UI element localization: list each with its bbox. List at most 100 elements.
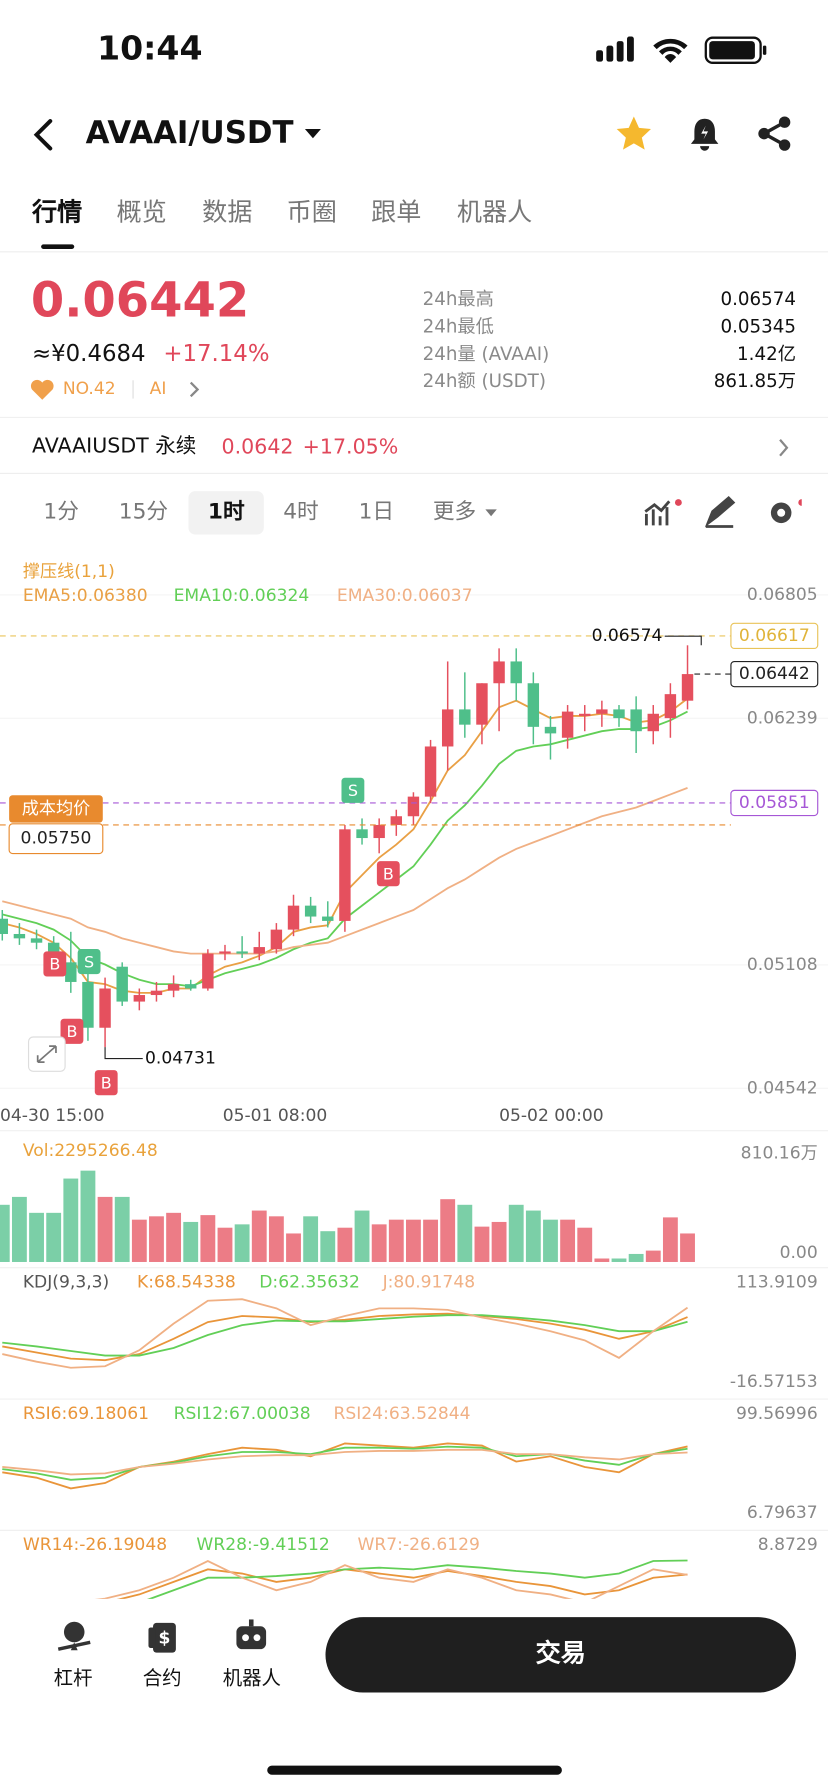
candle-body xyxy=(596,709,608,714)
tab[interactable]: 机器人 xyxy=(456,198,533,228)
interval[interactable]: 1分 xyxy=(43,499,79,525)
favorite-star[interactable] xyxy=(614,114,653,153)
candle-body xyxy=(459,709,471,725)
tab[interactable]: 币圈 xyxy=(286,198,337,228)
interval[interactable]: 1时 xyxy=(207,499,245,525)
back-button[interactable] xyxy=(30,116,57,153)
signal-label: S xyxy=(84,952,94,971)
tab[interactable]: 跟单 xyxy=(371,198,422,228)
interval[interactable]: 更多 xyxy=(432,499,477,525)
trade-button[interactable]: 交易 xyxy=(325,1617,797,1693)
signal-label: B xyxy=(49,955,60,974)
volume-bar xyxy=(577,1227,593,1262)
level-label: 0.06617 xyxy=(739,626,810,646)
cny-price: ≈¥0.4684 xyxy=(31,339,146,367)
interval[interactable]: 4时 xyxy=(283,499,319,525)
status-time: 10:44 xyxy=(97,28,203,68)
expand-icon xyxy=(36,1045,57,1063)
candle-body xyxy=(304,905,317,917)
stat-label: 24h量 (AVAAI) xyxy=(422,342,550,365)
candle-body xyxy=(373,824,385,839)
pair-dropdown[interactable] xyxy=(304,127,322,141)
candle-body xyxy=(133,995,146,1002)
volume-bar xyxy=(80,1170,96,1262)
stat-value: 0.06574 xyxy=(720,287,797,310)
robot-icon[interactable] xyxy=(233,1617,270,1654)
max-label: 0.06574 xyxy=(592,626,663,646)
level-box xyxy=(730,789,819,817)
indicator-line xyxy=(2,1298,689,1369)
candle-body xyxy=(339,829,351,921)
nav-label[interactable]: 杠杆 xyxy=(53,1667,93,1691)
volume-bar xyxy=(63,1178,79,1262)
volume-bar xyxy=(166,1212,182,1262)
alert-bell[interactable] xyxy=(688,115,722,152)
candle-body xyxy=(510,661,522,684)
min-label: 0.04731 xyxy=(145,1049,216,1069)
volume-bar xyxy=(645,1250,661,1262)
candle-body xyxy=(167,984,180,991)
candle-body xyxy=(150,990,163,996)
candle-body xyxy=(493,661,505,684)
volume-bar xyxy=(611,1258,627,1262)
candle-body xyxy=(544,726,557,734)
chart-tools[interactable] xyxy=(642,495,802,530)
candle-body xyxy=(270,929,283,950)
max-pointer xyxy=(664,635,702,646)
interval[interactable]: 1日 xyxy=(358,499,395,525)
volume-bar xyxy=(268,1216,284,1262)
level-label: 0.06442 xyxy=(739,664,810,684)
stat-value: 0.05345 xyxy=(720,315,797,337)
volume-bar xyxy=(183,1221,199,1262)
candle-body xyxy=(664,694,677,719)
level-box xyxy=(730,660,819,688)
share-button[interactable] xyxy=(756,115,793,152)
pair-title[interactable]: AVAAI/USDT xyxy=(85,115,294,151)
svg-text:$: $ xyxy=(158,1628,170,1648)
contract-icon[interactable]: $ xyxy=(146,1619,180,1653)
candle-body xyxy=(613,709,625,719)
nav-label[interactable]: 合约 xyxy=(142,1667,182,1691)
tab[interactable]: 概览 xyxy=(116,198,167,228)
level-box xyxy=(8,823,104,855)
cost-tag-bg xyxy=(9,795,103,823)
x-tick-label: 05-01 08:00 xyxy=(223,1106,328,1126)
perp-name[interactable]: AVAAIUSDT 永续 xyxy=(31,433,197,458)
y-tick-label: -16.57153 xyxy=(730,1372,818,1392)
divider xyxy=(0,251,828,253)
candle-body xyxy=(185,984,197,989)
candle-body xyxy=(99,988,111,1028)
volume-bar xyxy=(491,1221,507,1262)
volume-bar xyxy=(0,1204,10,1262)
perp-change: +17.05% xyxy=(302,435,399,460)
nav-label[interactable]: 机器人 xyxy=(222,1667,281,1691)
tab[interactable]: 数据 xyxy=(202,198,253,228)
divider xyxy=(0,416,828,418)
candle-body xyxy=(441,709,454,747)
candle-body xyxy=(82,981,94,1028)
candle-body xyxy=(561,711,574,738)
candle-body xyxy=(202,953,214,989)
legend-item: WR14:-26.19048 xyxy=(23,1535,167,1555)
volume-bar xyxy=(29,1212,44,1262)
indicator-line xyxy=(2,1448,688,1476)
volume-bar xyxy=(406,1219,421,1262)
x-tick-label: 04-30 15:00 xyxy=(0,1106,105,1126)
signal-badge xyxy=(94,1070,118,1096)
y-tick-label: 113.9109 xyxy=(736,1273,818,1293)
volume-bar xyxy=(46,1212,62,1262)
interval[interactable]: 15分 xyxy=(118,499,169,525)
perp-arrow[interactable] xyxy=(777,437,791,458)
rank-icon xyxy=(30,379,54,400)
more-arrow[interactable] xyxy=(187,380,201,398)
leverage-icon[interactable] xyxy=(55,1619,94,1653)
y-tick-label: 8.8729 xyxy=(758,1535,818,1555)
candle-body xyxy=(407,796,420,817)
candle-body xyxy=(30,938,43,943)
status-icons xyxy=(596,36,767,64)
volume-bar xyxy=(217,1227,233,1262)
volume-bar xyxy=(234,1224,250,1262)
category-tag: AI xyxy=(149,378,167,399)
tab[interactable]: 行情 xyxy=(31,198,83,228)
